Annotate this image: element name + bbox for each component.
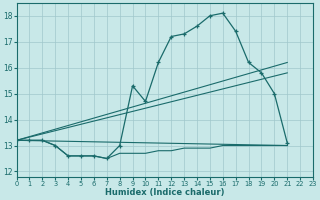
X-axis label: Humidex (Indice chaleur): Humidex (Indice chaleur) [105,188,225,197]
